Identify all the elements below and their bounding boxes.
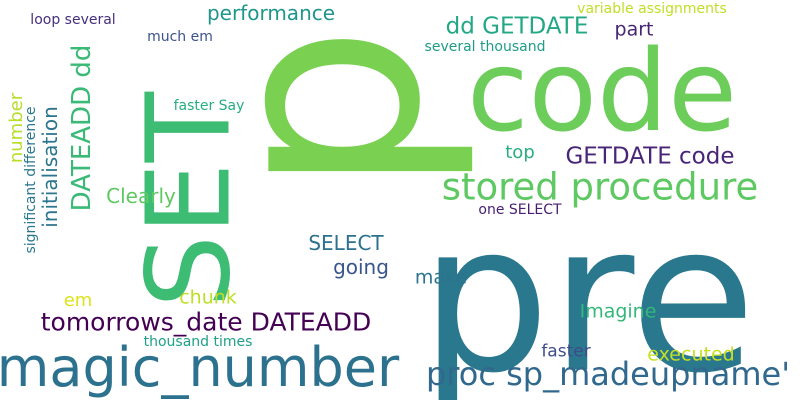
word-dateadd-dd: DATEADD dd	[67, 44, 97, 212]
word-variable-assignments: variable assignments	[577, 1, 727, 17]
word-thousand-times: thousand times	[143, 334, 253, 350]
word-much-em: much em	[147, 29, 213, 45]
word-part: part	[614, 18, 654, 41]
word-going: going	[333, 255, 389, 279]
word-significant-difference: significant difference	[23, 106, 39, 254]
word-imagine: Imagine	[579, 300, 657, 323]
word-top: top	[505, 142, 535, 163]
word-em: em	[63, 290, 93, 311]
word-several-thousand: several thousand	[424, 39, 546, 55]
word-faster: faster	[541, 341, 591, 362]
word-select: SELECT	[308, 231, 384, 255]
word-executed: executed	[647, 343, 735, 366]
word-clearly: Clearly	[106, 184, 176, 208]
word-faster-say: faster Say	[173, 98, 245, 114]
word-initialisation: initialisation	[38, 106, 62, 228]
word-pre: pre	[419, 180, 757, 400]
word-chunk: chunk	[179, 286, 237, 309]
word-performance: performance	[206, 1, 336, 25]
word-stored-procedure: stored procedure	[441, 165, 759, 209]
word-magic-number: magic_number	[0, 336, 400, 399]
word-tomorrows-date-dateadd: tomorrows_date DATEADD	[40, 307, 372, 337]
word-getdate-code: GETDATE code	[565, 143, 735, 170]
word-loop-several: loop several	[30, 12, 116, 28]
word-proc-sp-madeupname: proc sp_madeupname'	[425, 355, 791, 393]
word-dd-getdate: dd GETDATE	[445, 13, 589, 40]
word-one-select: one SELECT	[478, 202, 562, 218]
word-code: code	[466, 27, 738, 157]
word-make: make	[414, 266, 468, 289]
